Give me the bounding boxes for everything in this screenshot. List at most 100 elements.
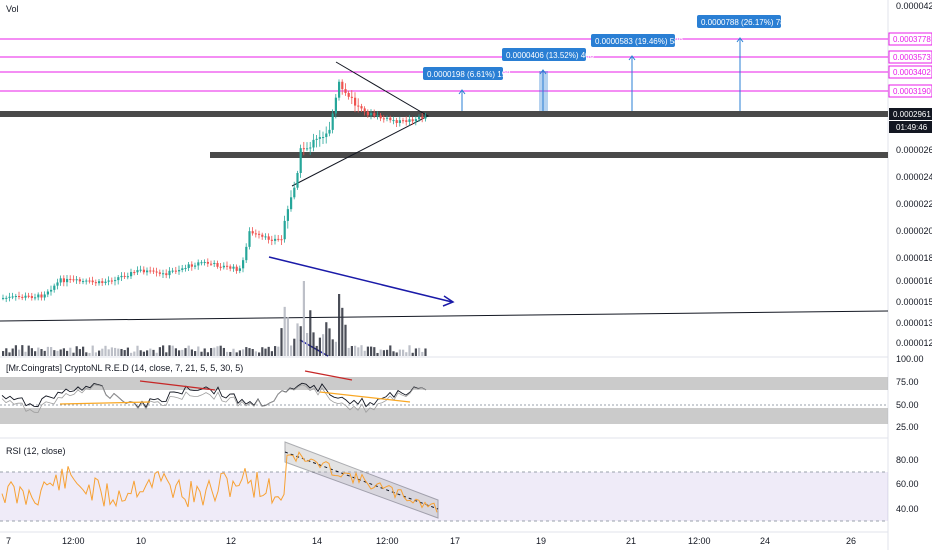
red-indicator-title[interactable]: [Mr.Coingrats] CryptoNL R.E.D (14, close… (6, 363, 243, 373)
volume-bar (5, 348, 8, 356)
price-axis[interactable]: 0.00004200 0.00002600 0.00002400 0.00002… (896, 1, 932, 348)
volume-bar (149, 348, 152, 356)
candle-body (414, 119, 417, 122)
volume-bar (245, 347, 248, 356)
time-label: 12:00 (62, 536, 85, 546)
candle-body (126, 276, 129, 278)
volume-bar (213, 347, 216, 356)
rsi-line (1, 451, 438, 513)
candle-body (88, 280, 91, 282)
volume-bar (104, 345, 107, 356)
volume-bar (293, 338, 296, 356)
candle-body (245, 246, 248, 261)
candle-body (11, 296, 14, 298)
lower-support-band (210, 152, 888, 158)
candle-body (72, 279, 75, 281)
candle-body (40, 294, 43, 298)
volume-bar (270, 351, 273, 356)
target-label-3[interactable]: 0.0000583 (19.46%) 583 (591, 34, 684, 47)
candle-body (277, 238, 280, 240)
red-signal-line (1, 384, 427, 414)
volume-bar (40, 349, 43, 356)
rsi-indicator-title[interactable]: RSI (12, close) (6, 446, 66, 456)
price-tick: 0.00001650 (896, 276, 932, 286)
candle-body (376, 115, 379, 117)
candle-body (78, 279, 81, 282)
volume-bar (56, 350, 59, 356)
svg-text:0.0000198 (6.61%) 198: 0.0000198 (6.61%) 198 (427, 70, 511, 79)
candle-body (312, 139, 315, 148)
volume-bar (392, 351, 395, 356)
volume-bar (85, 352, 88, 356)
target-label-2[interactable]: 0.0000406 (13.52%) 406 (502, 48, 595, 61)
candle-body (142, 269, 145, 273)
rsi-descending-channel (284, 441, 439, 519)
candle-body (27, 295, 30, 297)
candle-body (235, 266, 238, 271)
svg-text:0.0000583 (19.46%) 583: 0.0000583 (19.46%) 583 (595, 37, 684, 46)
volume-bar (411, 352, 414, 356)
volume-bar (216, 346, 219, 356)
candle-body (94, 282, 97, 284)
rsi-series (1, 451, 438, 513)
volume-bar (91, 345, 94, 356)
volume-bar (315, 345, 318, 356)
svg-text:0.0000788 (26.17%) 788: 0.0000788 (26.17%) 788 (701, 18, 790, 27)
candle-body (46, 291, 49, 295)
svg-text:50.00: 50.00 (896, 400, 919, 410)
volume-bar (181, 349, 184, 356)
volume-bar (21, 345, 24, 356)
candle-body (408, 119, 411, 122)
volume-bar (142, 351, 145, 356)
candle-body (194, 265, 197, 267)
rsi-axis: 80.00 60.00 40.00 (896, 455, 919, 514)
candle-body (293, 187, 296, 198)
volume-bar (357, 347, 360, 356)
volume-bar (165, 352, 168, 356)
volume-bar (82, 346, 85, 356)
volume-bar (280, 328, 283, 356)
volume-bar (395, 352, 398, 356)
time-label: 26 (846, 536, 856, 546)
current-support-band (0, 111, 888, 117)
candle-body (181, 268, 184, 270)
level-badge-2: 0.0003573 (888, 50, 932, 64)
volume-bar (296, 323, 299, 356)
volume-bar (62, 348, 65, 356)
candle-body (258, 233, 261, 235)
candle-body (315, 138, 318, 140)
target-label-4[interactable]: 0.0000788 (26.17%) 788 (697, 15, 790, 28)
time-axis[interactable]: 7 12:00 10 12 14 12:00 17 19 21 12:00 24… (6, 536, 856, 546)
candle-body (82, 281, 85, 283)
volume-bar (101, 348, 104, 356)
candle-body (43, 294, 46, 298)
candle-body (114, 280, 117, 282)
candle-body (299, 148, 302, 173)
volume-bar (162, 345, 165, 356)
candle-body (34, 297, 37, 299)
candle-body (75, 279, 78, 281)
volume-bar (424, 348, 427, 356)
candle-body (398, 120, 401, 124)
volume-bar (174, 348, 177, 356)
red-support-trend (59, 401, 151, 405)
candle-body (411, 119, 414, 122)
red-bearish-divergence (139, 380, 216, 391)
candle-body (370, 113, 373, 116)
level-badge-1: 0.0003778 (888, 32, 932, 46)
candle-body (165, 273, 168, 276)
candle-body (123, 275, 126, 277)
volume-bar (139, 350, 142, 356)
countdown-timer: 01:49:46 (896, 123, 928, 132)
candle-body (146, 270, 149, 273)
time-label: 7 (6, 536, 11, 546)
target-label-1[interactable]: 0.0000198 (6.61%) 198 (423, 67, 511, 80)
candle-body (216, 262, 219, 267)
volume-bar (267, 346, 270, 356)
volume-bar (312, 332, 315, 356)
volume-bar (117, 348, 120, 356)
candle-body (222, 265, 225, 268)
volume-bar (251, 349, 254, 356)
